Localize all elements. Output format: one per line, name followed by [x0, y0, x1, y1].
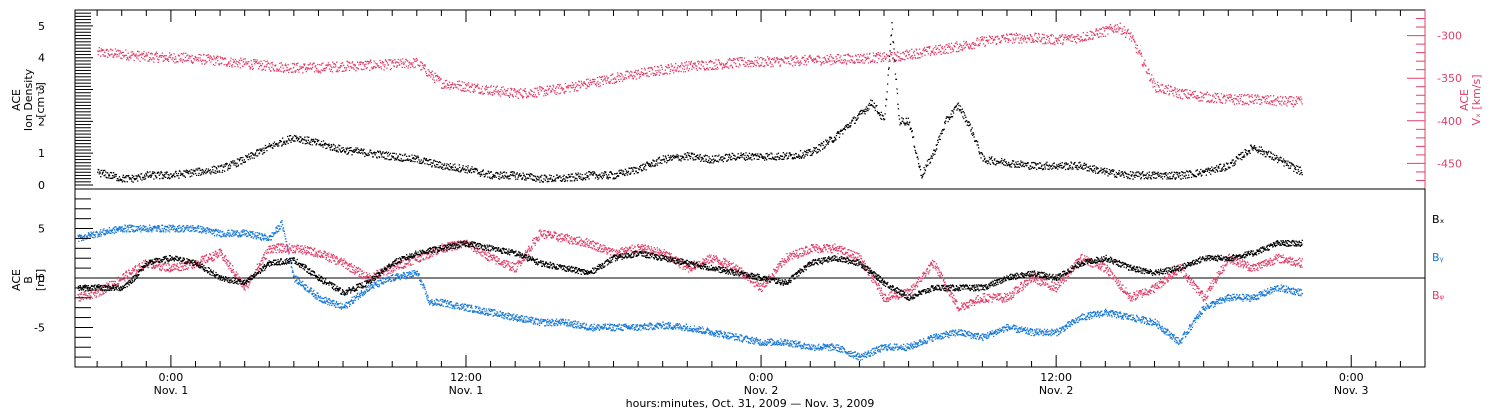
velocity-label-line: ACE: [1458, 89, 1471, 111]
time-tick-label: 0:00: [159, 371, 184, 384]
ion-density-axis: 0 1 2 3 4 5: [38, 9, 93, 192]
density-label-line: [cm⁻³]: [34, 82, 47, 118]
time-tick-label: 0:00: [749, 371, 774, 384]
field-tick-label: 0: [38, 272, 45, 285]
magnetic-field-axis: 5 0 -5: [34, 188, 93, 368]
field-label-line: B: [22, 276, 35, 284]
ion-density-points: [97, 22, 1303, 183]
density-tick-label: 2: [38, 115, 45, 128]
density-tick-label: 4: [38, 52, 45, 65]
field-label: ACE B [nT]: [10, 269, 47, 291]
date-tick-label: Nov. 2: [1039, 384, 1074, 397]
density-label: ACE Ion Density [cm⁻³]: [10, 68, 47, 131]
density-label-line: ACE: [10, 89, 23, 111]
density-tick-label: 5: [38, 20, 45, 33]
legend-entry: Bᵧ: [1432, 251, 1444, 264]
bottom-panel-data: [77, 219, 1303, 361]
top-panel-frame: [74, 9, 1426, 190]
density-label-line: Ion Density: [22, 68, 35, 131]
velocity-axis-label: ACE Vₓ [km/s]: [1458, 74, 1483, 125]
velocity-points: [97, 22, 1303, 108]
velocity-tick-label: -450: [1437, 157, 1462, 170]
velocity-label-line: Vₓ [km/s]: [1470, 74, 1483, 125]
velocity-tick-label: -400: [1437, 115, 1462, 128]
density-tick-label: 3: [38, 84, 45, 97]
date-tick-label: Nov. 1: [154, 384, 189, 397]
density-tick-label: 0: [38, 179, 45, 192]
magnetic-field-legend: Bₓ Bᵧ Bᵩ: [1432, 213, 1445, 302]
field-tick-label: 5: [38, 223, 45, 236]
legend-entry: Bᵩ: [1432, 289, 1445, 302]
field-tick-label: -5: [34, 321, 45, 334]
density-tick-label: 1: [38, 147, 45, 160]
time-tick-label: 12:00: [1040, 371, 1072, 384]
time-tick-label: 0:00: [1339, 371, 1364, 384]
date-tick-label: Nov. 3: [1334, 384, 1369, 397]
legend-entry: Bₓ: [1432, 213, 1445, 226]
ion-density-axis-label: ACE Ion Density [cm⁻³]: [10, 68, 47, 131]
velocity-tick-label: -350: [1437, 72, 1462, 85]
by-points: [77, 219, 1303, 361]
bz-points: [77, 229, 1303, 312]
velocity-tick-label: -300: [1437, 30, 1462, 43]
time-tick-label: 12:00: [450, 371, 482, 384]
top-panel-data: [97, 22, 1303, 183]
velocity-axis: -300 -350 -400 -450: [1407, 10, 1462, 189]
bx-points: [77, 239, 1303, 302]
velocity-label: ACE Vₓ [km/s]: [1458, 74, 1483, 125]
field-label-line: [nT]: [34, 269, 47, 291]
magnetic-field-axis-label: ACE B [nT]: [10, 269, 47, 291]
magnetic-field-panel: 5 0 -5 ACE B [nT] Bₓ Bᵧ Bᵩ: [10, 188, 1445, 368]
date-tick-label: Nov. 1: [449, 384, 484, 397]
date-tick-label: Nov. 2: [744, 384, 779, 397]
field-label-line: ACE: [10, 269, 23, 291]
time-axis-title: hours:minutes, Oct. 31, 2009 — Nov. 3, 2…: [626, 397, 875, 410]
